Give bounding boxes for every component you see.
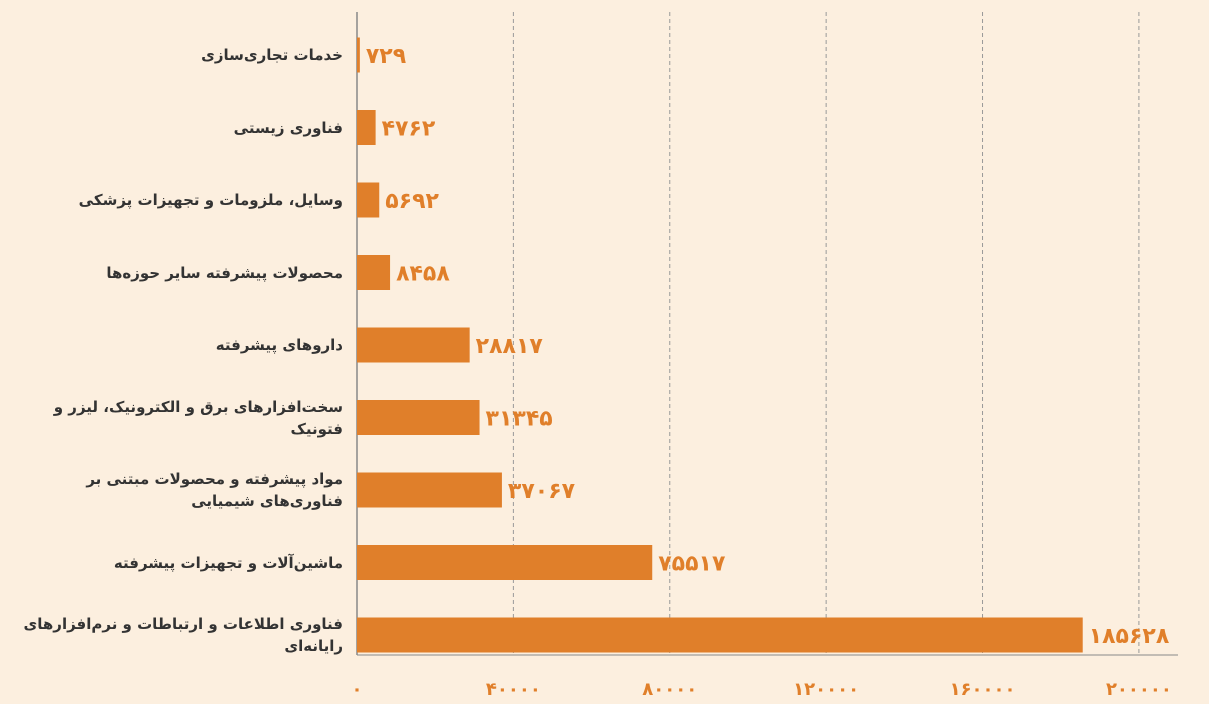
bar <box>357 545 653 580</box>
value-label: ۷۵۵۱۷ <box>658 552 726 577</box>
x-tick-label: ۱۶۰۰۰۰ <box>950 679 1016 700</box>
bar <box>357 255 391 290</box>
category-label: مواد پیشرفته و محصولات مبتنی بر فناوری‌ه… <box>86 470 343 510</box>
category-label: فناوری زیستی <box>233 118 343 137</box>
bar <box>357 400 480 435</box>
x-tick-label: ۲۰۰۰۰۰ <box>1106 679 1172 700</box>
bar <box>357 327 470 363</box>
category-label: سخت‌افزارهای برق و الکترونیک، لیزر و فتو… <box>53 397 343 438</box>
value-label: ۷۲۹ <box>366 44 406 69</box>
category-label: ماشین‌آلات و تجهیزات پیشرفته <box>113 553 343 572</box>
bar <box>357 110 376 145</box>
value-label: ۴۷۶۲ <box>382 117 436 142</box>
x-tick-label: ۴۰۰۰۰ <box>486 679 541 700</box>
bar <box>357 182 380 218</box>
category-label: خدمات تجاری‌سازی <box>201 46 343 64</box>
value-label: ۳۷۰۶۷ <box>508 479 576 504</box>
category-label: وسایل، ملزومات و تجهیزات پزشکی <box>78 191 343 209</box>
bar <box>357 472 502 508</box>
category-label: داروهای پیشرفته <box>215 336 343 354</box>
value-label: ۸۴۵۸ <box>396 262 450 287</box>
x-tick-label: ۰ <box>352 679 363 700</box>
bar <box>357 37 360 73</box>
value-label: ۳۱۳۴۵ <box>486 407 553 432</box>
value-label: ۵۶۹۲ <box>385 189 439 214</box>
bar <box>357 617 1083 653</box>
x-tick-label: ۱۲۰۰۰۰ <box>793 679 859 700</box>
category-label: محصولات پیشرفته سایر حوزه‌ها <box>106 263 343 282</box>
value-label: ۱۸۵۶۲۸ <box>1089 624 1170 649</box>
value-label: ۲۸۸۱۷ <box>476 334 544 359</box>
category-label: فناوری اطلاعات و ارتباطات و نرم‌افزارهای… <box>23 615 343 655</box>
x-tick-label: ۸۰۰۰۰ <box>642 679 697 700</box>
